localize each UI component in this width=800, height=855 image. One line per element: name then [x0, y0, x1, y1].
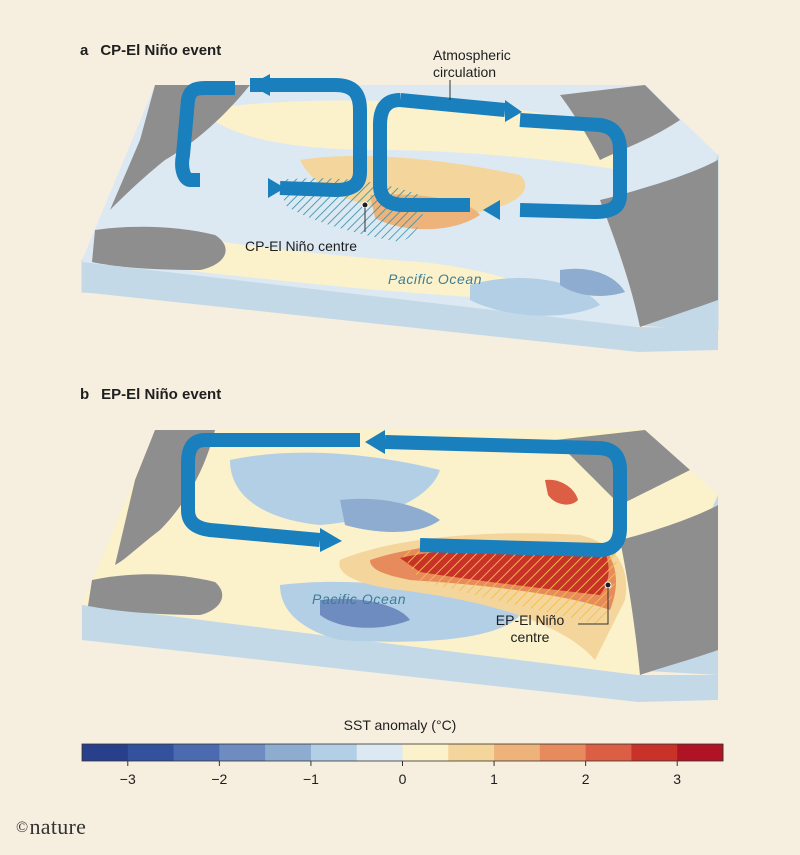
ep-centre-label: EP-El Niño centre — [485, 612, 575, 646]
panel-b-heading: EP-El Niño event — [101, 386, 222, 403]
panel-a-map — [81, 74, 719, 352]
ep-centre-label-line1: EP-El Niño — [495, 612, 565, 628]
colorbar-swatch — [448, 744, 495, 761]
cool-core-a — [560, 268, 625, 296]
cp-centre-label: CP-El Niño centre — [245, 238, 358, 254]
circulation-arrows-b — [181, 433, 627, 557]
colorbar-tick-label: −2 — [211, 771, 228, 787]
cool-south-core-b — [320, 598, 410, 628]
slab-front-b — [82, 605, 718, 702]
colorbar-swatch — [494, 744, 541, 761]
australia-land-b — [88, 574, 223, 615]
arrowhead-a4 — [483, 200, 500, 220]
arrowhead-b1 — [320, 528, 342, 552]
ep-centre-dot — [604, 581, 612, 589]
panel-a-heading: CP-El Niño event — [100, 42, 222, 59]
publisher-name: nature — [29, 814, 87, 839]
arrowhead-a3 — [505, 100, 522, 122]
circulation-label-text: Atmospheric circulation — [433, 47, 511, 80]
colorbar-tick-label: 0 — [398, 771, 407, 787]
north-america-land-a — [560, 85, 680, 160]
colorbar-title: SST anomaly (°C) — [343, 717, 457, 733]
colorbar-tick-label: 3 — [673, 771, 682, 787]
panel-b-title: b EP-El Niño event — [80, 386, 221, 403]
colorbar-swatch — [631, 744, 678, 761]
south-america-land-a — [600, 160, 718, 327]
ep-centre-hatch — [400, 542, 617, 625]
colorbar-swatch — [677, 744, 724, 761]
west-cell-east-arm — [250, 78, 367, 197]
nature-logo: ©nature — [16, 814, 87, 839]
arrowhead-a2 — [268, 178, 285, 198]
colorbar-swatch — [356, 744, 403, 761]
colorbar-swatch — [219, 744, 266, 761]
colorbar-swatch — [173, 744, 220, 761]
colorbar-tick-label: 2 — [581, 771, 590, 787]
colorbar-tick-label: 1 — [490, 771, 498, 787]
colorbar-swatch — [82, 744, 129, 761]
slab-front-a — [82, 262, 718, 352]
panel-a-letter: a — [80, 42, 89, 59]
colorbar-tick-label: −3 — [119, 771, 136, 787]
warm-patch-a — [200, 100, 626, 170]
circulation-label: Atmospheric circulation — [433, 47, 533, 81]
arrow-heads-b — [320, 430, 385, 552]
arrow-heads-a — [250, 74, 522, 220]
colorbar-tick-label: −1 — [302, 771, 319, 787]
colorbar-swatch — [585, 744, 632, 761]
ep-centre-label-line2: centre — [510, 629, 550, 645]
east-cell-east-arm — [519, 113, 627, 219]
colorbar-swatch — [539, 744, 587, 761]
panel-b-map — [82, 430, 718, 702]
colorbar-swatch — [265, 744, 312, 761]
warm-coastal-north-b — [545, 479, 578, 505]
colorbar — [81, 743, 724, 766]
warm-south-a — [147, 230, 560, 300]
pacific-label-a: Pacific Ocean — [388, 271, 483, 287]
east-cell-top-arm — [399, 93, 506, 117]
walker-east-arm — [384, 435, 627, 557]
arrowhead-a1 — [250, 74, 270, 96]
walker-west-arm — [181, 433, 360, 547]
cool-north-core-b — [340, 498, 440, 532]
arrowhead-b2 — [365, 430, 385, 454]
colorbar-swatch — [310, 744, 358, 761]
panel-b-letter: b — [80, 386, 90, 403]
circulation-arrows-a — [175, 78, 627, 219]
australia-land-a — [92, 226, 226, 270]
west-cell-west-arm — [175, 81, 235, 187]
colorbar-swatch — [127, 744, 175, 761]
panel-a-title: a CP-El Niño event — [80, 42, 221, 59]
south-america-land-b — [620, 505, 718, 675]
colorbar-swatch — [402, 744, 449, 761]
pacific-label-b: Pacific Ocean — [312, 591, 407, 607]
ep-centre-leader — [578, 588, 609, 625]
east-cell-west-arm — [373, 93, 470, 212]
